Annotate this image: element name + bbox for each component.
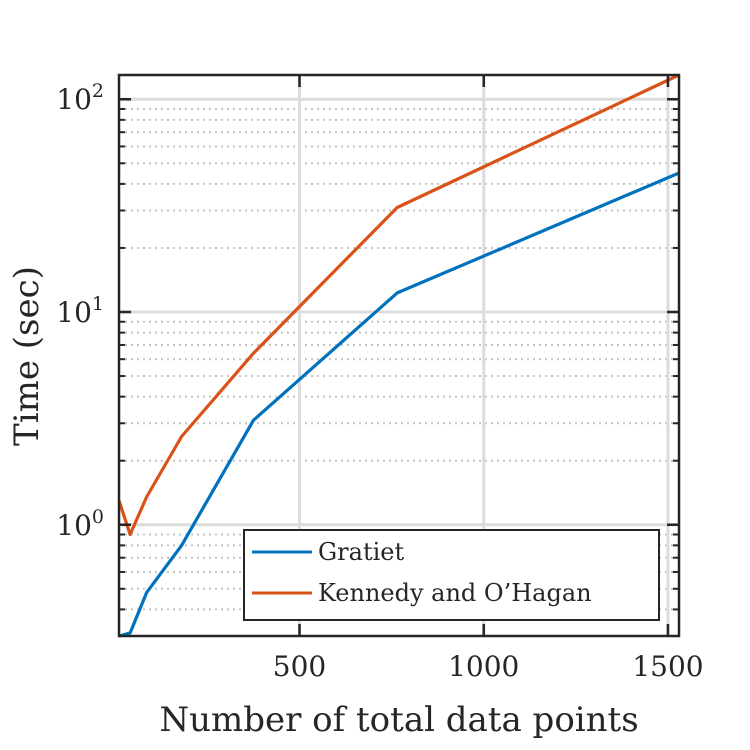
x-tick-label: 1000 bbox=[448, 650, 519, 683]
x-tick-label: 1500 bbox=[632, 650, 703, 683]
legend-label-kennedy-ohagan: Kennedy and O’Hagan bbox=[318, 579, 592, 607]
grid bbox=[119, 75, 679, 637]
series-line-0 bbox=[118, 171, 680, 638]
y-tick-label: 101 bbox=[56, 293, 104, 329]
y-tick-label: 102 bbox=[56, 80, 104, 116]
x-tick-label: 500 bbox=[273, 650, 326, 683]
series-line-1 bbox=[117, 73, 680, 537]
legend-label-gratiet: Gratiet bbox=[318, 538, 404, 566]
legend-box bbox=[243, 529, 660, 621]
y-axis-title: Time (sec) bbox=[7, 266, 47, 446]
plot-frame bbox=[117, 73, 681, 638]
y-tick-label: 100 bbox=[56, 506, 104, 542]
legend: Gratiet Kennedy and O’Hagan bbox=[243, 529, 660, 621]
series-lines bbox=[117, 73, 680, 638]
axis-ticks bbox=[119, 75, 679, 637]
x-axis-title: Number of total data points bbox=[159, 700, 638, 740]
tick-labels: 100 101 102 500 1000 1500 bbox=[56, 80, 703, 683]
